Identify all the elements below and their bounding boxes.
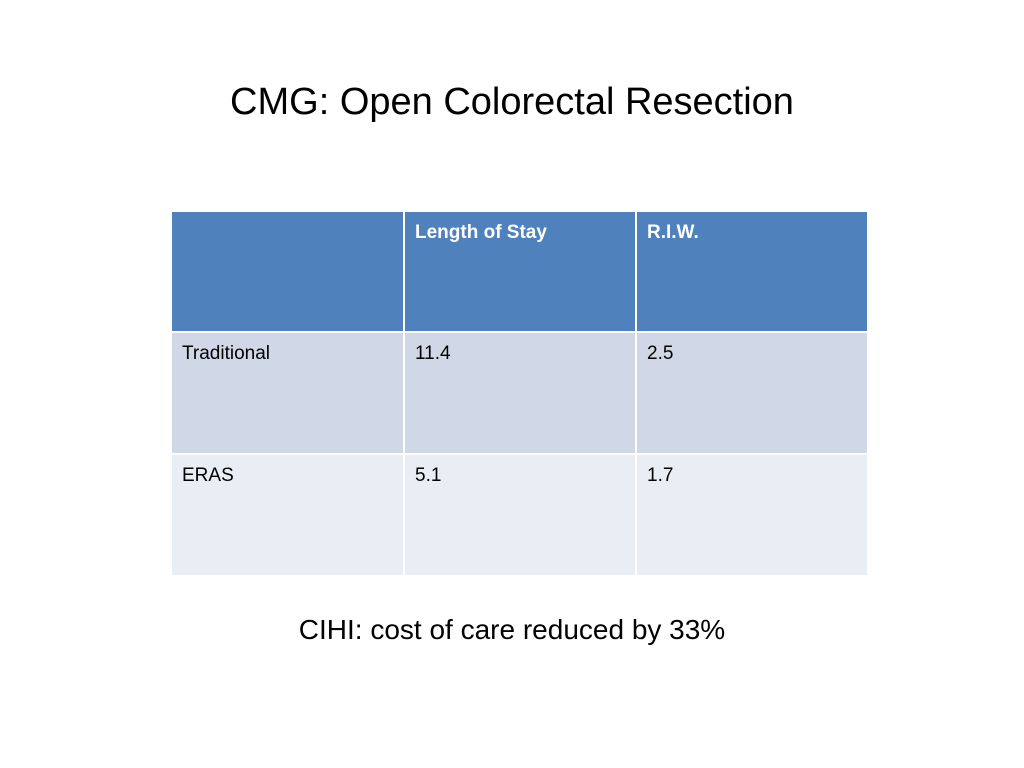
table-row: Traditional 11.4 2.5 bbox=[170, 331, 869, 455]
table-row: ERAS 5.1 1.7 bbox=[170, 453, 869, 577]
table-header-row: Length of Stay R.I.W. bbox=[170, 210, 869, 333]
comparison-table: Length of Stay R.I.W. Traditional 11.4 2… bbox=[170, 210, 869, 577]
table-cell: 1.7 bbox=[635, 453, 869, 577]
table-cell: 11.4 bbox=[403, 331, 637, 455]
table-cell: ERAS bbox=[170, 453, 405, 577]
slide-footnote: CIHI: cost of care reduced by 33% bbox=[298, 614, 726, 645]
table-header-cell bbox=[170, 210, 405, 333]
table-cell: 5.1 bbox=[403, 453, 637, 577]
table-header-cell: R.I.W. bbox=[635, 210, 869, 333]
slide-title: CMG: Open Colorectal Resection bbox=[230, 81, 794, 123]
table-cell: Traditional bbox=[170, 331, 405, 455]
table-cell: 2.5 bbox=[635, 331, 869, 455]
table-header-cell: Length of Stay bbox=[403, 210, 637, 333]
